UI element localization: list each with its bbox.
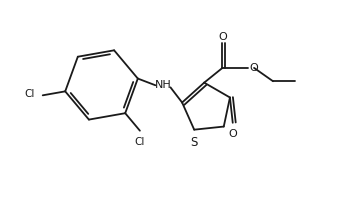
Text: S: S bbox=[190, 136, 197, 149]
Text: Cl: Cl bbox=[135, 137, 145, 147]
Text: O: O bbox=[228, 129, 237, 139]
Text: NH: NH bbox=[155, 80, 171, 89]
Text: O: O bbox=[249, 63, 258, 72]
Text: O: O bbox=[218, 32, 227, 42]
Text: Cl: Cl bbox=[25, 89, 35, 99]
